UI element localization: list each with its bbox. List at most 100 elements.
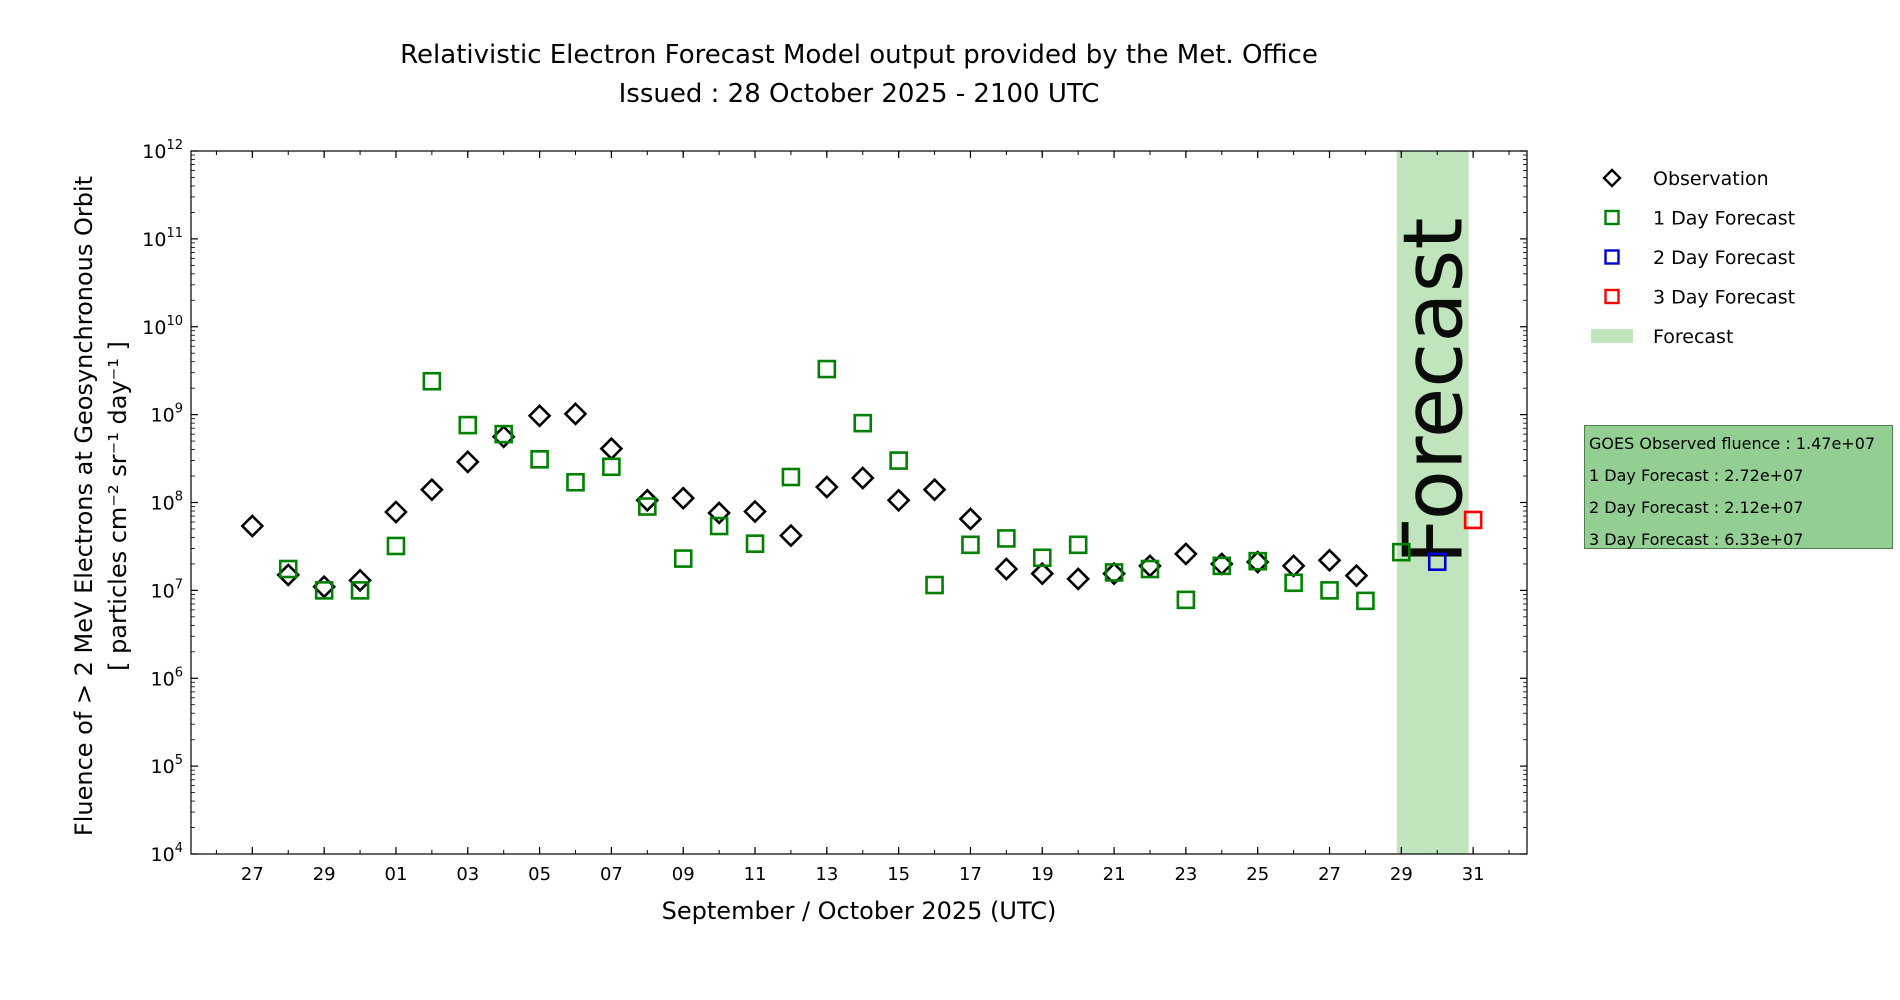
1-day-forecast-point bbox=[458, 415, 478, 435]
observation-point bbox=[240, 514, 265, 538]
info-box: GOES Observed fluence : 1.47e+07 1 Day F… bbox=[1584, 425, 1893, 549]
observation-point bbox=[814, 475, 839, 499]
legend-3-day-forecast-marker bbox=[1604, 288, 1620, 305]
1-day-forecast-point bbox=[1212, 556, 1232, 576]
observation-point bbox=[886, 488, 911, 513]
1-day-forecast-point bbox=[997, 529, 1016, 548]
1-day-forecast-point bbox=[1320, 581, 1339, 600]
y-tick-label: 107 bbox=[151, 577, 183, 602]
x-tick-label: 05 bbox=[528, 864, 551, 885]
observation-point bbox=[1066, 567, 1091, 591]
observation-point bbox=[779, 523, 803, 548]
x-tick-label: 23 bbox=[1174, 864, 1197, 885]
observation-point bbox=[958, 507, 983, 531]
x-tick-labels: 27 29 01 03 05 07 09 11 13 15 17 19 21 23 25 27 29 31 bbox=[241, 864, 1485, 885]
1-day-forecast-point bbox=[817, 359, 837, 379]
1-day-forecast-point bbox=[1392, 542, 1411, 562]
1-day-forecast-point bbox=[386, 536, 406, 556]
x-tick-label: 11 bbox=[744, 864, 767, 885]
x-tick-label: 27 bbox=[1318, 864, 1341, 885]
y-axis-label-line1: Fluence of > 2 MeV Electrons at Geosynch… bbox=[70, 176, 98, 836]
observation-point bbox=[1344, 563, 1369, 588]
1-day-forecast-point bbox=[1284, 573, 1303, 593]
observation-point bbox=[850, 466, 875, 490]
y-axis-label-line2: [ particles cm⁻² sr⁻¹ day⁻¹ ] bbox=[104, 341, 132, 671]
1-day-forecast-point bbox=[709, 516, 729, 536]
observation-point bbox=[1174, 542, 1198, 566]
plot-frame bbox=[190, 150, 1528, 855]
x-tick-label: 13 bbox=[815, 864, 838, 885]
x-tick-label: 27 bbox=[241, 864, 264, 885]
1-day-forecast-point bbox=[1248, 551, 1268, 571]
observation-point bbox=[1030, 561, 1055, 586]
legend-2-day-forecast-label: 2 Day Forecast bbox=[1653, 247, 1795, 269]
observation-point bbox=[922, 477, 947, 502]
1-day-forecast-point bbox=[278, 559, 298, 579]
x-tick-label: 03 bbox=[456, 864, 479, 885]
info-3-day-forecast: 3 Day Forecast : 6.33e+07 bbox=[1589, 530, 1804, 549]
1-day-forecast-point bbox=[422, 371, 442, 391]
y-tick-label: 1011 bbox=[142, 226, 183, 251]
observation-point bbox=[491, 424, 516, 449]
x-tick-label: 15 bbox=[887, 864, 910, 885]
1-day-forecast-point bbox=[1104, 563, 1124, 582]
1-day-forecast-point bbox=[889, 451, 908, 470]
1-day-forecast-point bbox=[745, 534, 765, 553]
1-day-forecast-point bbox=[638, 497, 657, 516]
legend-1-day-forecast-marker bbox=[1604, 209, 1620, 226]
observation-point bbox=[420, 477, 444, 502]
1-day-forecast-point bbox=[961, 535, 980, 555]
observation-point bbox=[348, 568, 372, 593]
y-tick-label: 1010 bbox=[142, 314, 183, 339]
info-observed-fluence: GOES Observed fluence : 1.47e+07 bbox=[1589, 434, 1876, 453]
x-tick-label: 29 bbox=[313, 864, 336, 885]
x-tick-label: 07 bbox=[600, 864, 623, 885]
x-tick-label: 31 bbox=[1462, 864, 1485, 885]
1-day-forecast-point bbox=[853, 413, 873, 433]
info-1-day-forecast: 1 Day Forecast : 2.72e+07 bbox=[1589, 466, 1804, 485]
axis-ticks bbox=[191, 150, 1527, 855]
x-tick-label: 17 bbox=[959, 864, 982, 885]
chart-title: Relativistic Electron Forecast Model out… bbox=[400, 40, 1318, 70]
observation-point bbox=[563, 402, 588, 426]
y-tick-label: 105 bbox=[151, 753, 183, 778]
observation-point bbox=[635, 488, 660, 513]
1-day-forecast-point bbox=[530, 450, 549, 469]
forecast-band-layer: Forecast bbox=[1387, 151, 1482, 854]
observation-point bbox=[1317, 548, 1342, 573]
data-points bbox=[240, 359, 1483, 611]
1-day-forecast-point bbox=[1140, 559, 1160, 579]
legend-forecast-swatch bbox=[1591, 329, 1633, 343]
y-tick-labels: 104 105 106 107 108 109 1010 1011 1012 bbox=[142, 138, 183, 866]
observation-point bbox=[1102, 561, 1126, 586]
1-day-forecast-point bbox=[314, 581, 334, 600]
y-tick-label: 104 bbox=[151, 841, 183, 866]
1-day-forecast-point bbox=[1032, 548, 1052, 568]
observation-point bbox=[707, 501, 731, 525]
observation-point bbox=[743, 499, 767, 524]
legend-forecast-label: Forecast bbox=[1653, 326, 1733, 348]
1-day-forecast-point bbox=[494, 424, 513, 444]
y-tick-label: 1012 bbox=[142, 138, 183, 163]
1-day-forecast-point bbox=[350, 581, 370, 600]
1-day-forecast-point bbox=[781, 467, 801, 487]
legend-observation-marker bbox=[1602, 168, 1622, 188]
observation-point bbox=[1281, 554, 1306, 578]
observation-point bbox=[1245, 550, 1270, 574]
1-day-forecast-point bbox=[602, 457, 621, 477]
x-tick-label: 19 bbox=[1031, 864, 1054, 885]
x-axis-label: September / October 2025 (UTC) bbox=[662, 897, 1057, 925]
legend-2-day-forecast-marker bbox=[1604, 249, 1620, 265]
y-tick-label: 108 bbox=[151, 490, 183, 515]
observation-point bbox=[671, 486, 696, 511]
forecast-band-label: Forecast bbox=[1387, 218, 1482, 565]
observation-point bbox=[527, 403, 552, 428]
info-2-day-forecast: 2 Day Forecast : 2.12e+07 bbox=[1589, 498, 1804, 517]
observation-point bbox=[455, 450, 480, 474]
1-day-forecast-point bbox=[566, 472, 585, 492]
observation-point bbox=[599, 436, 624, 461]
1-day-forecast-point bbox=[925, 575, 944, 595]
forecast-band bbox=[1396, 151, 1469, 854]
legend-3-day-forecast-label: 3 Day Forecast bbox=[1653, 287, 1795, 309]
